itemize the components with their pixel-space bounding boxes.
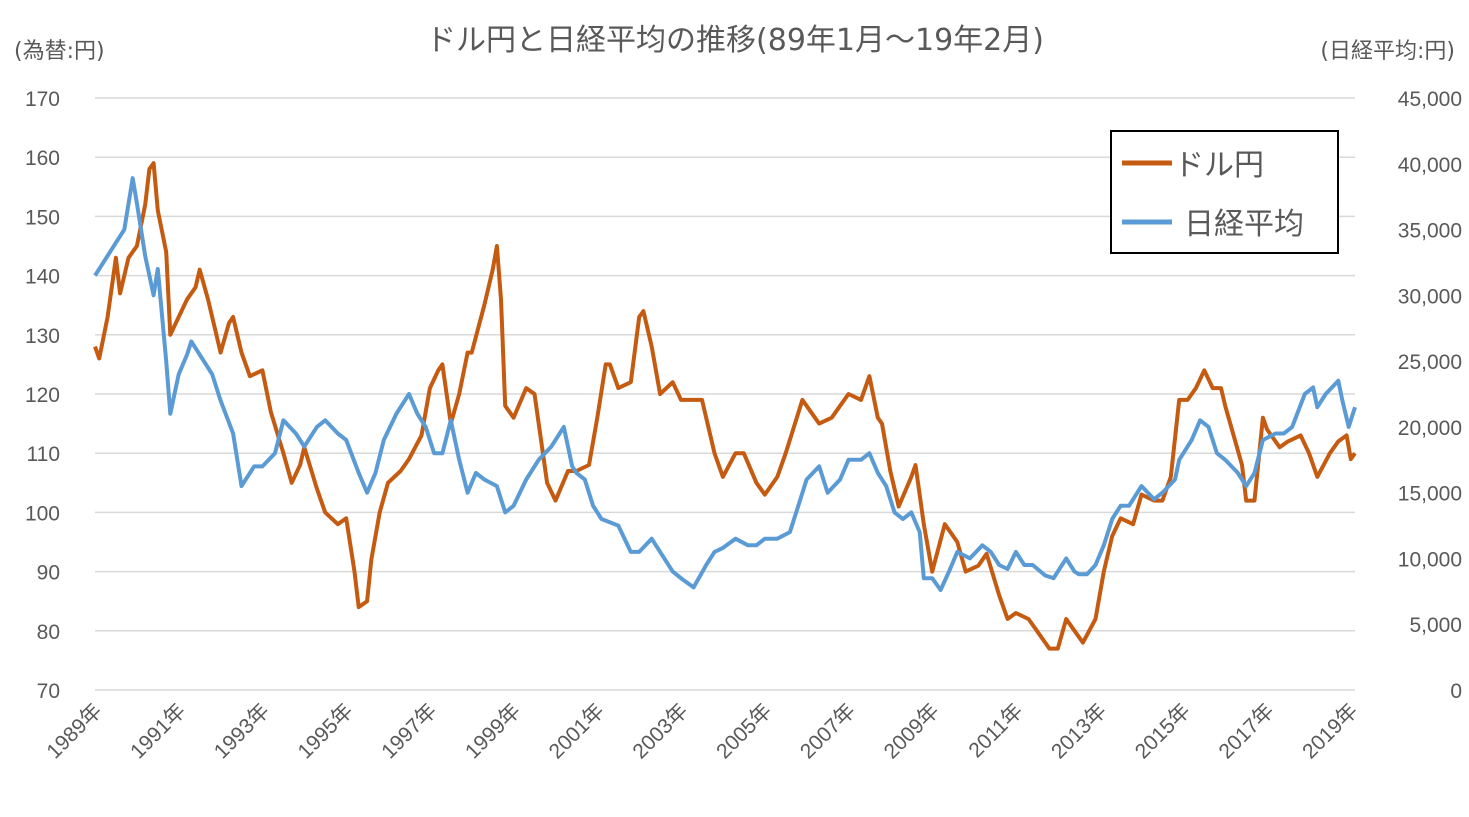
right-tick-label: 10,000	[1398, 548, 1462, 571]
x-tick-label: 2019年	[1298, 699, 1362, 763]
right-axis-label: (日経平均:円)	[1320, 39, 1455, 64]
right-tick-label: 40,000	[1398, 154, 1462, 177]
right-tick-label: 45,000	[1398, 88, 1462, 111]
x-tick-label: 2001年	[545, 699, 609, 763]
left-axis-label: (為替:円)	[14, 39, 105, 64]
x-tick-label: 2017年	[1214, 699, 1278, 763]
x-tick-label: 2007年	[796, 699, 860, 763]
x-tick-label: 2003年	[628, 699, 692, 763]
left-tick-label: 110	[27, 443, 60, 466]
right-tick-label: 0	[1450, 680, 1462, 703]
x-tick-label: 2013年	[1047, 699, 1111, 763]
left-tick-label: 150	[25, 206, 60, 229]
left-tick-label: 140	[25, 266, 60, 289]
series-lines	[93, 161, 1357, 651]
left-tick-label: 130	[25, 325, 60, 348]
legend-label-dollar-yen: ドル円	[1174, 148, 1264, 183]
left-tick-label: 170	[25, 88, 60, 111]
right-tick-label: 35,000	[1398, 220, 1462, 243]
legend-label-nikkei: 日経平均	[1184, 207, 1304, 242]
x-tick-label: 1995年	[294, 699, 358, 763]
series-line-dollar-yen	[93, 161, 1357, 651]
x-tick-label: 1997年	[377, 699, 441, 763]
right-axis-ticks: 0 5,000 10,000 15,000 20,000 25,000 30,000 35,0…	[1398, 88, 1462, 703]
x-tick-label: 2009年	[880, 699, 944, 763]
x-axis-ticks: 1989年 1991年 1993年 1995年 1997年 1999年 2001年 2003年…	[42, 699, 1362, 763]
right-tick-label: 30,000	[1398, 285, 1462, 308]
left-tick-label: 120	[25, 384, 60, 407]
right-tick-label: 15,000	[1398, 483, 1462, 506]
legend: ドル円 日経平均	[1110, 130, 1339, 254]
right-tick-label: 20,000	[1398, 417, 1462, 440]
chart-title: ドル円と日経平均の推移(89年1月～19年2月)	[426, 23, 1044, 58]
left-tick-label: 100	[25, 502, 60, 525]
right-tick-label: 25,000	[1398, 351, 1462, 374]
x-tick-label: 1991年	[126, 699, 190, 763]
left-tick-label: 90	[37, 562, 60, 585]
x-tick-label: 2015年	[1131, 699, 1195, 763]
x-tick-label: 1999年	[461, 699, 525, 763]
left-tick-label: 70	[37, 680, 60, 703]
left-tick-label: 80	[37, 621, 60, 644]
x-tick-label: 1993年	[210, 699, 274, 763]
x-tick-label: 1989年	[42, 699, 106, 763]
x-tick-label: 2011年	[964, 699, 1027, 762]
left-tick-label: 160	[25, 147, 60, 170]
x-tick-label: 2005年	[712, 699, 776, 763]
series-line-nikkei	[93, 176, 1357, 592]
right-tick-label: 5,000	[1409, 614, 1462, 637]
left-axis-ticks: 70 80 90 100 110 120 130 140 150 160 170	[25, 88, 60, 703]
legend-box	[1110, 130, 1339, 254]
